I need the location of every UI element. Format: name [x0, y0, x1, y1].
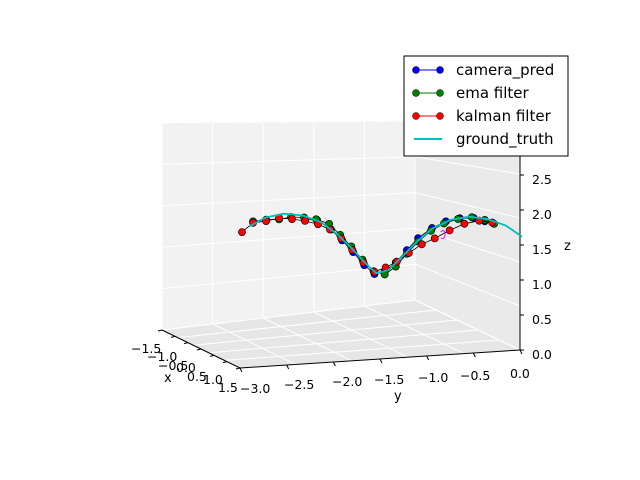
- x-tick-mark: [209, 354, 215, 357]
- legend-marker: [436, 66, 444, 74]
- y-axis-label: y: [394, 389, 402, 404]
- y-tick-mark: [426, 355, 430, 361]
- legend-label: ema filter: [456, 84, 530, 102]
- floor-grid-line: [224, 339, 500, 361]
- y-tick-mark: [286, 364, 290, 370]
- legend-entry-ground-truth: ground_truth: [414, 130, 554, 149]
- z-tick-labels: 0.0 0.5 1.0 1.5 2.0 2.5: [532, 172, 552, 362]
- y-tick-mark: [239, 367, 243, 373]
- legend-entry-ema-filter: ema filter: [412, 84, 530, 102]
- back-grid-line: [161, 227, 416, 248]
- y-tick-label: −1.5: [374, 372, 404, 387]
- side-grid-line: [414, 192, 521, 219]
- data-point: [288, 215, 296, 223]
- z-tick-label: 1.0: [532, 277, 552, 292]
- legend-marker: [412, 89, 420, 97]
- legend: camera_pred ema filter kalman filter gro…: [403, 55, 569, 157]
- z-tick-label: 2.0: [532, 207, 552, 222]
- x-tick-label: 0.0: [176, 360, 196, 375]
- y-tick-label: −1.0: [418, 370, 448, 385]
- series-layer: [238, 212, 523, 279]
- annotation-marker: [440, 229, 446, 239]
- x-tick-mark: [222, 361, 228, 364]
- y-tick-mark: [332, 361, 336, 367]
- z-tick-label: 0.5: [532, 312, 552, 327]
- data-point: [445, 226, 454, 235]
- back-pane: [161, 120, 416, 331]
- floor-grid-line: [212, 323, 297, 365]
- legend-entry-camera-pred: camera_pred: [412, 61, 554, 80]
- y-tick-label: −0.5: [460, 368, 490, 383]
- x-tick-mark: [196, 348, 202, 351]
- y-tick-mark: [519, 349, 523, 355]
- legend-entry-kalman-filter: kalman filter: [412, 107, 552, 125]
- axes-panes: [161, 120, 521, 369]
- data-point: [417, 240, 426, 249]
- back-grid-line: [161, 120, 416, 124]
- floor-grid-line: [177, 309, 437, 339]
- axis-lines: [157, 130, 524, 373]
- legend-label: kalman filter: [456, 107, 552, 125]
- y-tick-labels: −3.0 −2.5 −2.0 −1.5 −1.0 −0.5 0.0: [240, 366, 530, 396]
- floor-grid-line: [161, 299, 416, 331]
- legend-label: camera_pred: [456, 61, 554, 80]
- legend-marker: [412, 66, 420, 74]
- z-tick-label: 0.0: [532, 347, 552, 362]
- x-tick-mark: [170, 335, 176, 338]
- floor-grid-line: [193, 319, 458, 346]
- legend-marker: [436, 89, 444, 97]
- legend-marker: [412, 112, 420, 120]
- floor-grid-line: [262, 317, 353, 362]
- side-grid-line: [414, 263, 521, 307]
- x-tick-label: −0.5: [158, 358, 188, 373]
- y-tick-label: 0.0: [510, 366, 530, 381]
- floor-grid-line: [364, 305, 465, 355]
- x-tick-mark: [235, 367, 241, 370]
- legend-label: ground_truth: [456, 130, 554, 149]
- y-tick-label: −2.0: [332, 374, 362, 389]
- floor-grid-line: [414, 299, 521, 351]
- z-tick-label: 2.5: [532, 172, 552, 187]
- x-tick-label: −1.5: [131, 341, 161, 356]
- back-grid-line: [161, 156, 416, 165]
- x-tick-mark: [183, 342, 189, 345]
- x-tick-label: 1.0: [203, 372, 223, 387]
- x-tick-label: −1.0: [147, 349, 177, 364]
- x-tick-mark: [157, 329, 163, 332]
- legend-marker: [436, 112, 444, 120]
- y-tick-mark: [472, 352, 476, 358]
- x-tick-labels: −1.5 −1.0 −0.5 0.0 0.5 1.0 1.5: [131, 341, 238, 395]
- series-ground-truth: [248, 212, 523, 275]
- data-point: [430, 234, 439, 243]
- y-tick-label: −3.0: [240, 381, 270, 396]
- floor-grid-line: [208, 329, 479, 354]
- z-tick-label: 1.5: [532, 242, 552, 257]
- floor-grid-line: [313, 311, 409, 358]
- y-tick-label: −2.5: [284, 377, 314, 392]
- side-grid-line: [414, 156, 521, 175]
- data-point: [238, 228, 246, 236]
- x-axis-label: x: [164, 371, 172, 386]
- series-line: [248, 212, 523, 275]
- back-grid-line: [161, 192, 416, 207]
- x-tick-label: 0.5: [187, 369, 207, 384]
- data-point: [301, 216, 309, 225]
- z-axis-label: z: [564, 239, 571, 254]
- x-tick-label: 1.5: [218, 380, 238, 395]
- data-point: [460, 219, 469, 228]
- y-tick-mark: [379, 358, 383, 364]
